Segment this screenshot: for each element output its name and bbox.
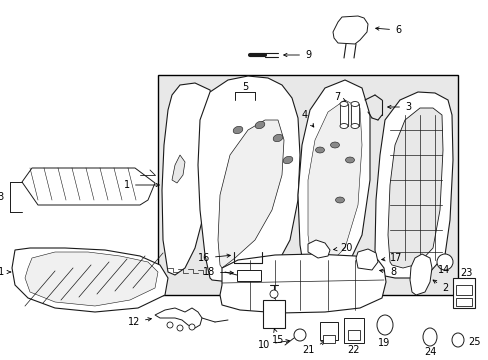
Polygon shape	[172, 155, 184, 183]
Ellipse shape	[330, 142, 339, 148]
Polygon shape	[387, 108, 442, 268]
Text: 5: 5	[242, 82, 247, 92]
Text: 17: 17	[381, 253, 402, 263]
Text: 10: 10	[257, 339, 289, 350]
Text: 18: 18	[203, 267, 233, 277]
Bar	[455, 298, 471, 306]
Ellipse shape	[273, 134, 282, 142]
Text: 11: 11	[0, 267, 11, 277]
Bar	[339, 104, 347, 126]
Text: 23: 23	[459, 268, 471, 278]
Circle shape	[436, 254, 452, 270]
Circle shape	[269, 290, 278, 298]
Circle shape	[189, 324, 195, 330]
Polygon shape	[12, 248, 168, 312]
Circle shape	[167, 322, 173, 328]
Polygon shape	[155, 308, 202, 328]
Bar	[452, 278, 474, 308]
Bar	[350, 104, 358, 126]
Ellipse shape	[335, 197, 344, 203]
Polygon shape	[307, 240, 329, 258]
Ellipse shape	[233, 126, 243, 134]
Ellipse shape	[451, 333, 463, 347]
Circle shape	[293, 329, 305, 341]
Ellipse shape	[283, 156, 292, 164]
Ellipse shape	[255, 121, 264, 129]
Polygon shape	[25, 252, 158, 306]
Ellipse shape	[350, 123, 358, 129]
Text: 6: 6	[375, 25, 400, 35]
Text: 15: 15	[271, 329, 284, 345]
Text: 1: 1	[123, 180, 159, 190]
Text: 14: 14	[437, 265, 449, 275]
Bar	[237, 270, 261, 281]
Text: 21: 21	[302, 342, 324, 355]
Text: 13: 13	[0, 192, 5, 202]
Polygon shape	[198, 76, 299, 282]
Ellipse shape	[339, 102, 347, 107]
Polygon shape	[374, 92, 452, 278]
Ellipse shape	[422, 328, 436, 346]
Polygon shape	[307, 100, 361, 270]
Text: 8: 8	[379, 267, 395, 277]
Ellipse shape	[345, 157, 354, 163]
Polygon shape	[297, 80, 369, 278]
Text: 16: 16	[197, 253, 230, 263]
Ellipse shape	[315, 147, 324, 153]
Text: 19: 19	[377, 338, 389, 348]
Bar	[343, 318, 363, 343]
Polygon shape	[162, 83, 215, 275]
Text: 7: 7	[333, 92, 345, 102]
Polygon shape	[218, 120, 284, 268]
Text: 9: 9	[283, 50, 310, 60]
Bar	[455, 285, 471, 295]
Polygon shape	[409, 254, 431, 295]
Polygon shape	[332, 16, 367, 44]
Text: 4: 4	[301, 110, 313, 127]
Text: 12: 12	[127, 317, 151, 327]
Text: 22: 22	[347, 345, 360, 355]
Ellipse shape	[350, 102, 358, 107]
Ellipse shape	[376, 315, 392, 335]
Polygon shape	[355, 249, 377, 270]
Text: 20: 20	[333, 243, 352, 253]
Text: 3: 3	[387, 102, 410, 112]
Bar	[319, 322, 337, 340]
Text: 25: 25	[467, 337, 480, 347]
Bar	[263, 300, 285, 328]
Circle shape	[177, 325, 183, 331]
Bar	[158, 75, 457, 295]
Bar	[323, 335, 334, 343]
Ellipse shape	[339, 123, 347, 129]
Polygon shape	[220, 254, 385, 313]
Text: 2: 2	[432, 280, 447, 293]
Bar	[347, 330, 359, 340]
Polygon shape	[22, 168, 155, 205]
Text: 24: 24	[423, 347, 435, 357]
